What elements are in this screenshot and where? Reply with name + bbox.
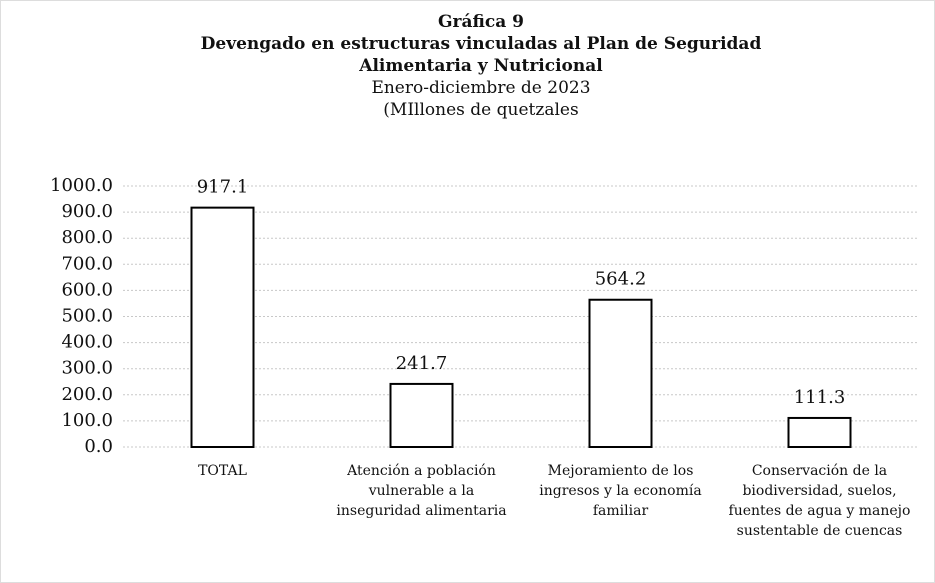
- y-tick-label: 800.0: [61, 227, 113, 248]
- x-tick-label: Conservación de la biodiversidad, suelos…: [728, 463, 911, 539]
- y-tick-label: 900.0: [61, 201, 113, 222]
- x-tick-label: Mejoramiento de los ingresos y la econom…: [539, 463, 702, 519]
- y-tick-label: 200.0: [61, 384, 113, 405]
- chart-title: Gráfica 9: [438, 12, 524, 32]
- bar: [787, 416, 852, 449]
- x-tick-label: TOTAL: [198, 463, 247, 479]
- data-label: 111.3: [794, 387, 846, 408]
- chart-subtitle: Enero-diciembre de 2023: [371, 78, 591, 98]
- chart-subtitle: (MIllones de quetzales: [383, 100, 579, 120]
- y-tick-label: 300.0: [61, 358, 113, 379]
- y-tick-label: 600.0: [61, 279, 113, 300]
- data-label: 241.7: [396, 353, 448, 374]
- bar: [588, 298, 653, 448]
- y-tick-label: 100.0: [61, 410, 113, 431]
- y-tick-label: 500.0: [61, 306, 113, 327]
- bar: [389, 382, 454, 448]
- data-label: 564.2: [595, 269, 647, 290]
- chart-title: Devengado en estructuras vinculadas al P…: [200, 34, 762, 76]
- bar: [190, 206, 255, 448]
- y-tick-label: 0.0: [84, 436, 113, 457]
- data-label: 917.1: [197, 177, 249, 198]
- x-tick-label: Atención a población vulnerable a la ins…: [336, 463, 507, 519]
- y-tick-label: 400.0: [61, 332, 113, 353]
- y-tick-label: 1000.0: [50, 175, 113, 196]
- y-tick-label: 700.0: [61, 253, 113, 274]
